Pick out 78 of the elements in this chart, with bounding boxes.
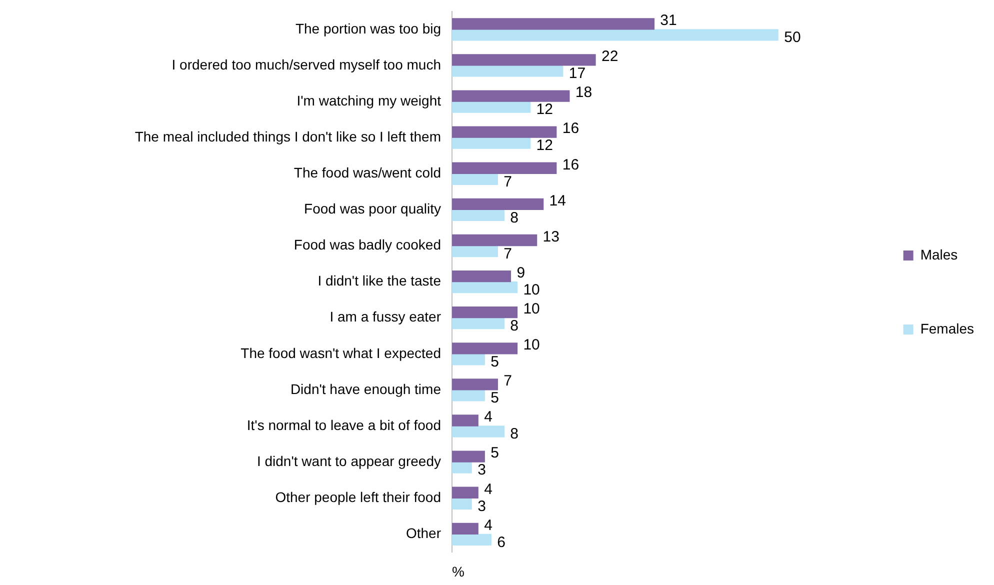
data-label: 50 — [784, 29, 801, 46]
data-label: 17 — [568, 65, 586, 82]
data-label: 10 — [523, 336, 540, 354]
y-tick-label: Didn't have enough time — [290, 380, 442, 397]
bar — [452, 90, 570, 102]
bar — [452, 29, 778, 41]
bar — [452, 462, 472, 474]
y-tick-label: I didn't like the taste — [318, 272, 442, 289]
bar — [452, 342, 518, 354]
bar — [452, 245, 498, 258]
bar — [452, 173, 498, 185]
bar — [452, 209, 505, 222]
data-label: 12 — [536, 101, 553, 118]
data-label: 8 — [510, 317, 519, 334]
bar — [452, 522, 478, 535]
bar — [452, 414, 478, 426]
data-label: 16 — [562, 156, 580, 174]
bar — [452, 318, 505, 330]
data-label: 12 — [536, 137, 553, 154]
data-label: 9 — [516, 264, 526, 282]
data-label: 31 — [660, 12, 677, 30]
y-tick-label: I am a fussy eater — [330, 308, 442, 325]
y-tick-label: I ordered too much/served myself too much — [172, 56, 441, 72]
bar — [452, 126, 557, 138]
data-label: 3 — [478, 498, 486, 515]
bar — [452, 162, 557, 174]
data-label: 14 — [549, 192, 566, 210]
y-tick-label: Other — [406, 525, 442, 542]
y-tick-label: The food wasn't what I expected — [240, 344, 441, 361]
data-label: 10 — [523, 281, 540, 298]
data-label: 7 — [504, 245, 512, 262]
data-label: 4 — [484, 480, 492, 498]
bar — [452, 534, 492, 546]
bar — [452, 354, 485, 366]
data-label: 22 — [601, 48, 618, 66]
data-label: 7 — [504, 372, 512, 390]
y-tick-label: The food was/went cold — [294, 164, 441, 180]
data-label: 13 — [542, 228, 560, 246]
legend-label: Males — [920, 246, 958, 262]
y-tick-label: The meal included things I don't like so I left them — [134, 128, 441, 144]
data-label: 18 — [575, 84, 592, 102]
y-tick-label: It's normal to leave a bit of food — [246, 416, 441, 433]
y-tick-label: The portion was too big — [295, 20, 441, 36]
y-tick-label: I'm watching my weight — [296, 92, 442, 108]
bar — [452, 54, 596, 66]
bar — [452, 306, 518, 318]
y-tick-label: Food was badly cooked — [294, 236, 441, 253]
bar — [452, 450, 485, 462]
data-label: 16 — [562, 120, 580, 138]
data-label: 10 — [523, 300, 540, 318]
bar — [452, 498, 472, 510]
x-axis-title: % — [452, 563, 464, 580]
data-label: 8 — [510, 209, 519, 226]
y-tick-label: I didn't want to appear greedy — [256, 452, 441, 469]
legend-label: Females — [920, 320, 974, 336]
data-label: 6 — [497, 534, 506, 551]
y-tick-label: Food was poor quality — [304, 200, 441, 217]
bar — [452, 390, 485, 402]
bar — [452, 101, 531, 113]
bar — [452, 426, 505, 438]
bar — [452, 486, 478, 498]
data-label: 4 — [484, 408, 492, 426]
data-label: 3 — [478, 462, 486, 479]
data-label: 8 — [510, 426, 519, 443]
bar — [452, 378, 498, 390]
data-label: 5 — [490, 444, 499, 462]
bar — [452, 234, 538, 246]
data-label: 5 — [490, 390, 499, 407]
data-label: 4 — [484, 516, 492, 534]
bar — [452, 198, 544, 210]
y-tick-label: Other people left their food — [275, 488, 441, 505]
bar — [452, 65, 564, 77]
data-label: 7 — [504, 173, 512, 190]
bar — [452, 18, 655, 30]
bar — [452, 281, 518, 294]
bar — [452, 137, 531, 149]
bar — [452, 270, 512, 282]
data-label: 5 — [490, 354, 499, 371]
